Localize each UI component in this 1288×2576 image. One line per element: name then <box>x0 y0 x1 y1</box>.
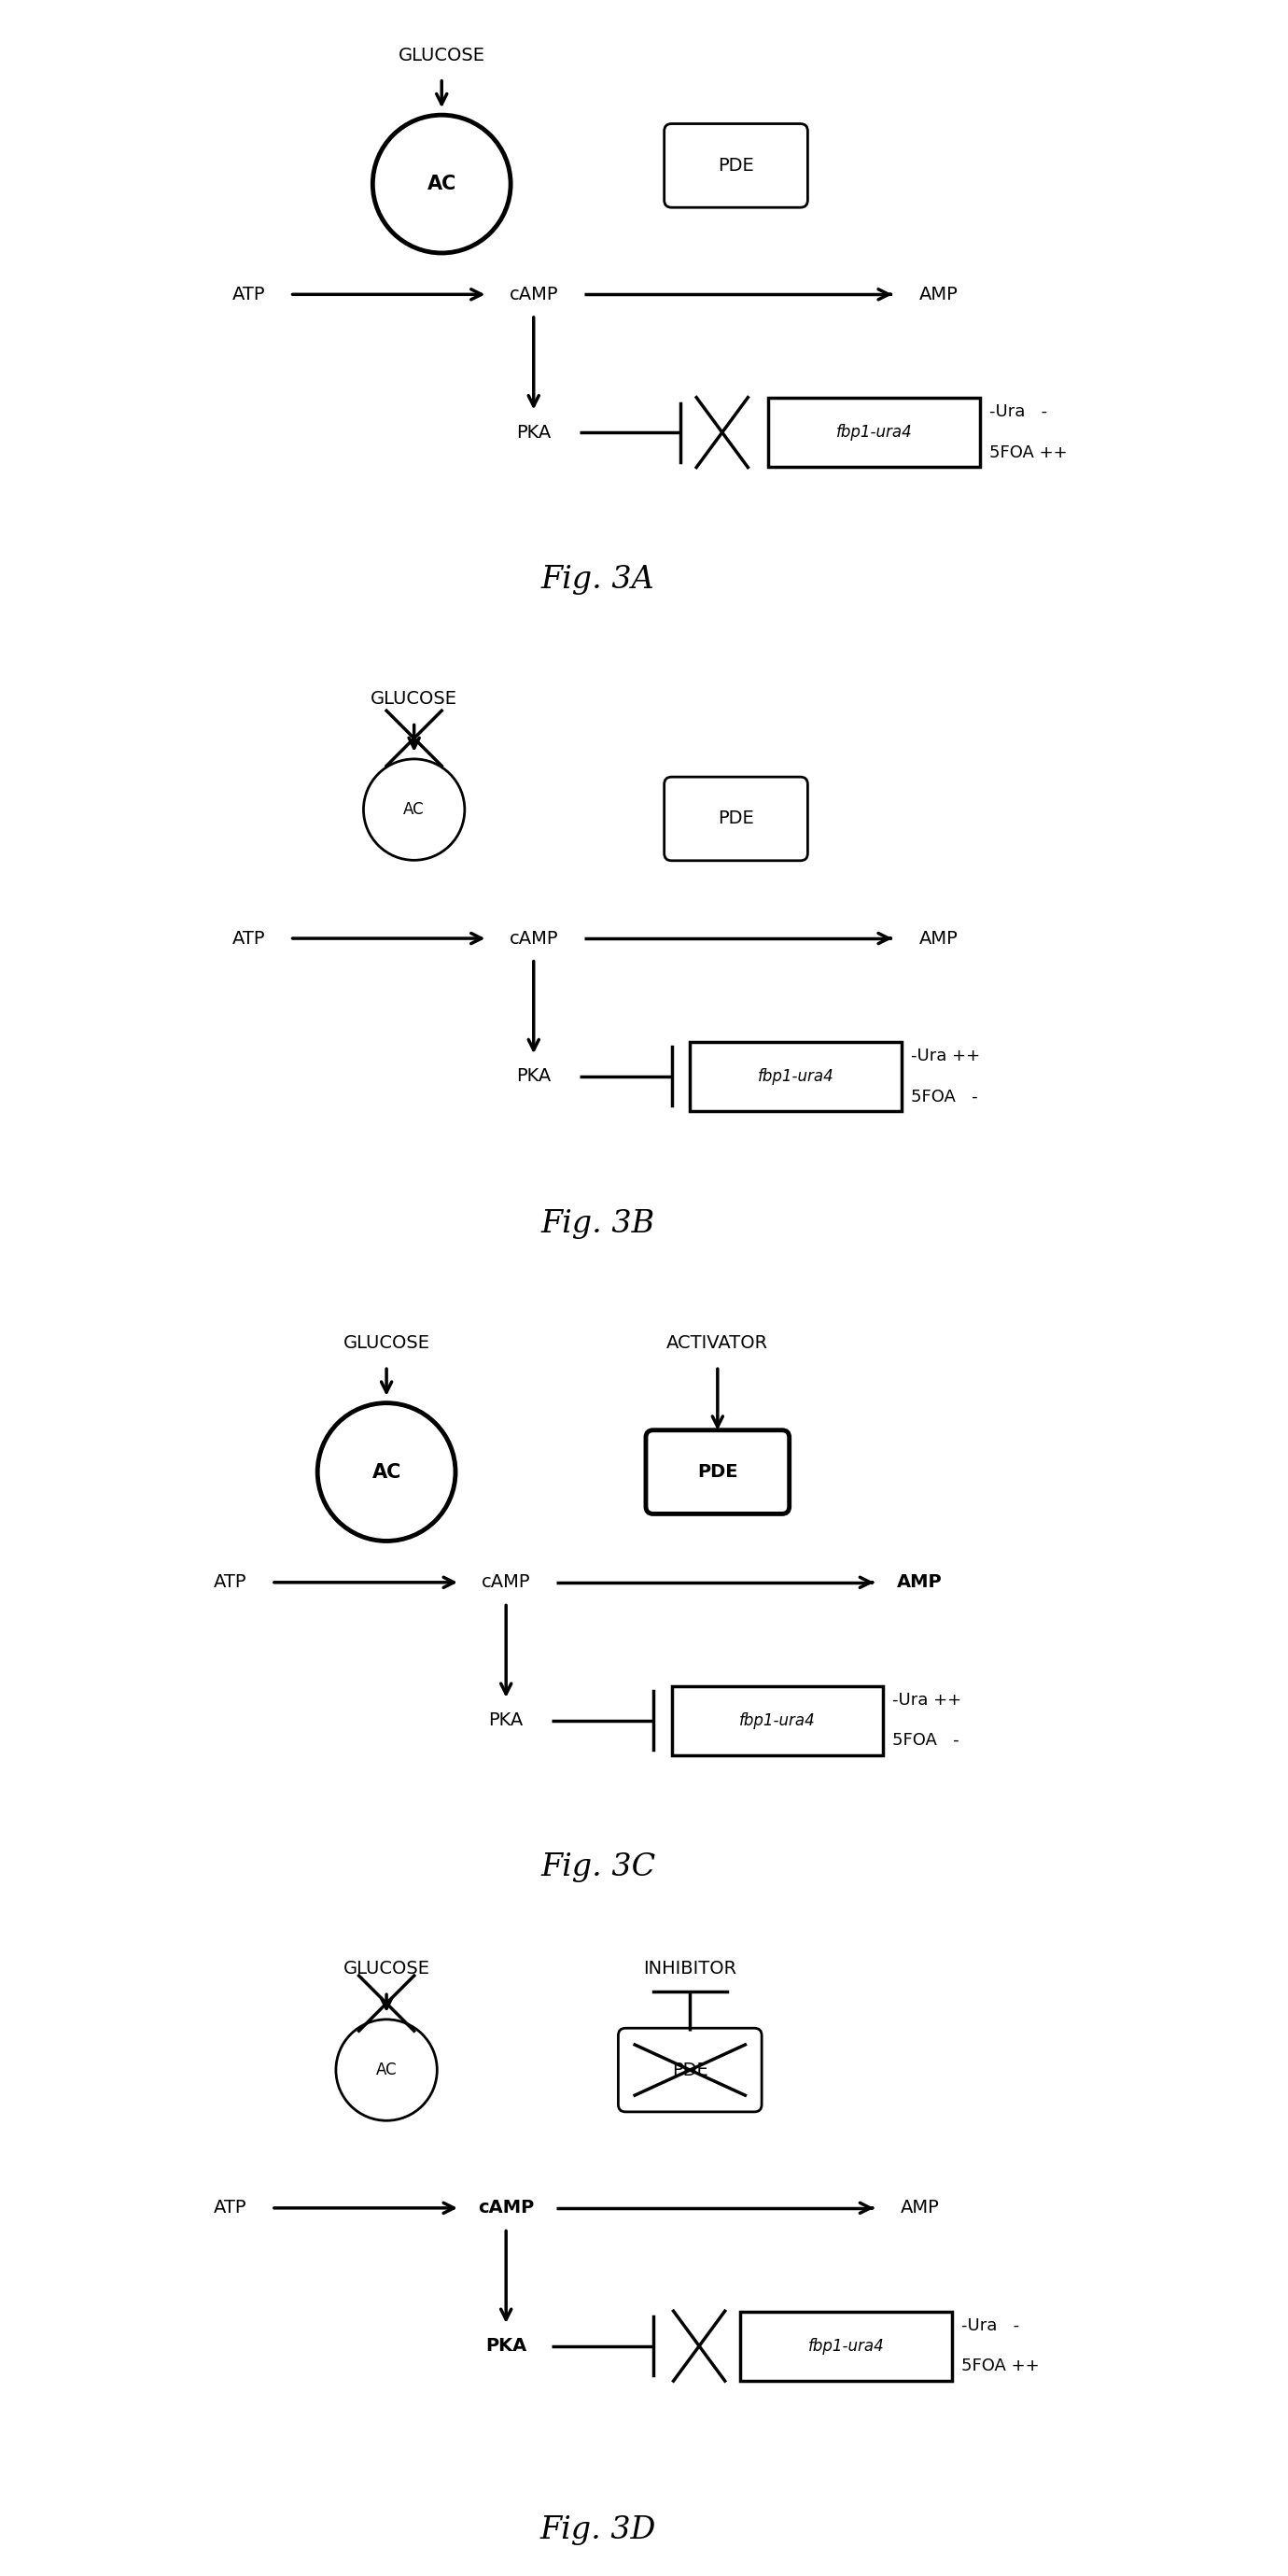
Text: GLUCOSE: GLUCOSE <box>343 1334 430 1352</box>
Text: Fig. 3D: Fig. 3D <box>540 2514 656 2545</box>
Text: PDE: PDE <box>717 157 753 175</box>
Text: ATP: ATP <box>232 930 265 948</box>
Text: GLUCOSE: GLUCOSE <box>371 690 457 708</box>
Text: ATP: ATP <box>232 286 265 304</box>
Text: GLUCOSE: GLUCOSE <box>343 1960 430 1978</box>
Text: Fig. 3B: Fig. 3B <box>541 1208 656 1239</box>
Text: 5FOA   -: 5FOA - <box>911 1087 978 1105</box>
Text: Fig. 3C: Fig. 3C <box>541 1852 656 1883</box>
Text: 5FOA ++: 5FOA ++ <box>989 443 1066 461</box>
Text: cAMP: cAMP <box>478 2200 535 2218</box>
Text: GLUCOSE: GLUCOSE <box>398 46 486 64</box>
Text: AMP: AMP <box>898 1574 943 1592</box>
Text: -Ura ++: -Ura ++ <box>911 1048 980 1064</box>
Text: AMP: AMP <box>900 2200 939 2218</box>
Text: fbp1-ura4: fbp1-ura4 <box>739 1713 815 1728</box>
Text: AC: AC <box>403 801 425 819</box>
Text: PDE: PDE <box>717 809 753 827</box>
Text: 5FOA   -: 5FOA - <box>893 1731 960 1749</box>
Text: PKA: PKA <box>488 1710 523 1728</box>
Text: fbp1-ura4: fbp1-ura4 <box>836 425 912 440</box>
Text: cAMP: cAMP <box>509 286 558 304</box>
Text: PKA: PKA <box>486 2336 527 2354</box>
Text: PDE: PDE <box>672 2061 708 2079</box>
Text: cAMP: cAMP <box>509 930 558 948</box>
Text: AMP: AMP <box>918 930 958 948</box>
Text: fbp1-ura4: fbp1-ura4 <box>757 1069 833 1084</box>
Text: AC: AC <box>428 175 456 193</box>
Text: PKA: PKA <box>516 1066 551 1084</box>
Text: fbp1-ura4: fbp1-ura4 <box>808 2336 885 2354</box>
Text: -Ura   -: -Ura - <box>989 404 1047 420</box>
Text: ATP: ATP <box>214 2200 247 2218</box>
Text: INHIBITOR: INHIBITOR <box>643 1960 737 1978</box>
Text: AMP: AMP <box>918 286 958 304</box>
Text: AC: AC <box>372 1463 401 1481</box>
Text: 5FOA ++: 5FOA ++ <box>961 2357 1039 2375</box>
Text: AC: AC <box>376 2061 397 2079</box>
Text: ATP: ATP <box>214 1574 247 1592</box>
Text: ACTIVATOR: ACTIVATOR <box>667 1334 769 1352</box>
Text: cAMP: cAMP <box>482 1574 531 1592</box>
Text: Fig. 3A: Fig. 3A <box>541 564 654 595</box>
Text: -Ura   -: -Ura - <box>961 2318 1019 2334</box>
Text: PDE: PDE <box>697 1463 738 1481</box>
Text: -Ura ++: -Ura ++ <box>893 1692 962 1708</box>
Text: PKA: PKA <box>516 422 551 440</box>
